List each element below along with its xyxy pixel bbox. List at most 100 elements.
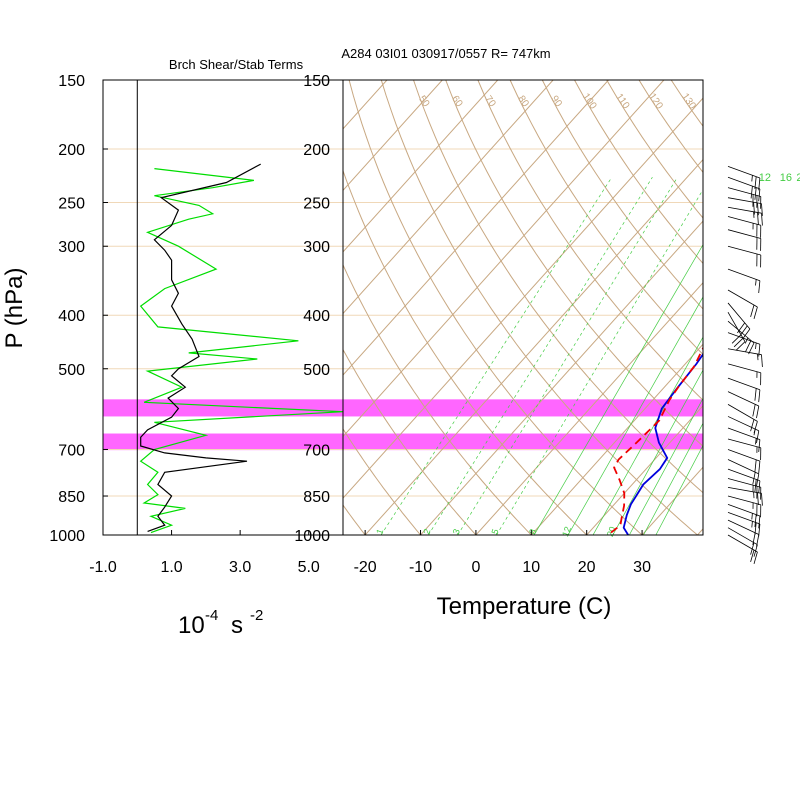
- dry-adiabat-line: [219, 64, 431, 547]
- skewt-background-lines: [0, 64, 800, 547]
- wind-barb: [728, 312, 745, 350]
- skewt-y-tick-label: 150: [303, 73, 330, 90]
- wind-barb: [728, 460, 759, 486]
- skewt-highlight-band: [343, 399, 703, 416]
- skewt-x-tick-label: 20: [578, 559, 596, 576]
- left-x-tick-label: -1.0: [89, 559, 117, 576]
- wind-barb: [728, 166, 760, 190]
- skewt-y-tick-label: 250: [303, 196, 330, 213]
- skewt-y-tick-label: 1000: [294, 528, 330, 545]
- x-unit-base-exponent: -4: [205, 607, 218, 624]
- dry-adiabat-label: 110: [613, 92, 631, 112]
- isotherm-line: [0, 80, 332, 535]
- x-axis-label-temperature: Temperature (C): [437, 593, 612, 620]
- wind-barb: [728, 290, 757, 319]
- skewt-x-tick-label: 10: [522, 559, 540, 576]
- x-unit-base: 10: [178, 612, 205, 639]
- dry-adiabat-line: [440, 64, 800, 547]
- left-y-tick-label: 200: [58, 142, 85, 159]
- dry-adiabat-line: [661, 64, 800, 547]
- x-unit-seconds: s: [231, 612, 243, 639]
- mixing-ratio-line: [458, 177, 678, 535]
- left-y-tick-label: 400: [58, 308, 85, 325]
- wind-barb: [728, 535, 757, 564]
- dry-adiabat-line: [503, 64, 800, 547]
- left-panel-title: Brch Shear/Stab Terms: [169, 57, 304, 72]
- y-axis-label: P (hPa): [1, 268, 28, 349]
- x-axis-label-units: 10 -4 s -2: [178, 607, 263, 639]
- isotherm-line: [753, 80, 800, 535]
- isotherm-line: [587, 80, 800, 535]
- wind-barb: [728, 504, 760, 528]
- skewt-x-tick-label: -20: [354, 559, 377, 576]
- skewt-y-tick-label: 850: [303, 489, 330, 506]
- skewt-series-group: [611, 155, 800, 535]
- skewt-y-tick-label: 300: [303, 239, 330, 256]
- dry-adiabat-line: [250, 64, 487, 547]
- skewt-y-tick-label: 700: [303, 442, 330, 459]
- mixing-ratio-bottom-label: 5: [490, 527, 501, 535]
- dry-adiabat-line: [408, 64, 767, 547]
- dry-adiabat-line: [787, 64, 800, 547]
- mixing-ratio-line: [593, 177, 792, 535]
- mixing-ratio-top-label: 16: [780, 172, 792, 184]
- left-y-tick-label: 250: [58, 196, 85, 213]
- left-y-tick-label: 500: [58, 362, 85, 379]
- isotherm-line: [0, 80, 276, 535]
- skewt-y-tick-label: 200: [303, 142, 330, 159]
- mixing-ratio-line: [643, 177, 800, 535]
- x-unit-seconds-exponent: -2: [250, 607, 263, 624]
- wind-barb: [728, 333, 760, 357]
- skewt-x-tick-labels: -20 -10 0 10 20 30: [354, 530, 651, 576]
- wind-barb: [728, 378, 760, 402]
- left-series-group: [141, 164, 343, 532]
- skewt-y-tick-label: 500: [303, 362, 330, 379]
- mixing-ratio-bottom-label: 3: [451, 528, 462, 536]
- wind-barbs: [728, 166, 762, 564]
- dry-adiabat-line: [756, 64, 800, 547]
- mixing-ratio-top-label: 20: [796, 172, 800, 184]
- wind-barb: [728, 392, 759, 418]
- dry-adiabat-label: 130: [679, 91, 698, 111]
- dry-adiabat-line: [471, 64, 800, 547]
- skewt-y-tick-labels: 150 200 250 300 400 500 700 850 1000: [294, 73, 330, 545]
- mixing-ratio-bottom-label: 2: [421, 527, 432, 535]
- isotherm-line: [199, 80, 609, 535]
- isotherm-line: [697, 80, 800, 535]
- skewt-title: A284 03I01 030917/0557 R= 747km: [341, 46, 550, 61]
- mixing-ratio-line: [428, 177, 652, 535]
- shear-term-line: [141, 169, 343, 533]
- wind-barb: [728, 269, 760, 293]
- left-y-tick-label: 150: [58, 73, 85, 90]
- isotherm-line: [476, 80, 800, 535]
- isotherm-line: [33, 80, 443, 535]
- wind-barb: [728, 364, 761, 385]
- isotherm-line: [0, 80, 221, 535]
- dry-adiabat-line: [692, 64, 800, 547]
- skewt-x-tick-label: 0: [471, 559, 480, 576]
- dry-adiabat-line: [534, 64, 800, 547]
- wind-barb: [728, 349, 762, 367]
- dry-adiabat-line: [313, 64, 599, 547]
- dry-adiabat-line: [187, 64, 374, 547]
- dry-adiabat-line: [155, 64, 318, 547]
- left-y-tick-label: 300: [58, 239, 85, 256]
- skewt-x-tick-label: 30: [633, 559, 651, 576]
- mixing-ratio-line: [656, 177, 800, 535]
- isotherm-line: [310, 80, 720, 535]
- left-y-tick-label: 850: [58, 489, 85, 506]
- left-x-tick-label: 1.0: [160, 559, 182, 576]
- dry-adiabat-line: [724, 64, 800, 547]
- mixing-ratio-line: [629, 177, 800, 535]
- dry-adiabat-line: [377, 64, 712, 547]
- mixing-ratio-bottom-label: 1: [374, 528, 385, 536]
- skewt-y-tick-label: 400: [303, 308, 330, 325]
- dry-adiabat-label: 120: [646, 91, 665, 111]
- left-y-tick-label: 700: [58, 442, 85, 459]
- mixing-ratio-line: [613, 177, 800, 535]
- skewt-x-tick-label: -10: [409, 559, 432, 576]
